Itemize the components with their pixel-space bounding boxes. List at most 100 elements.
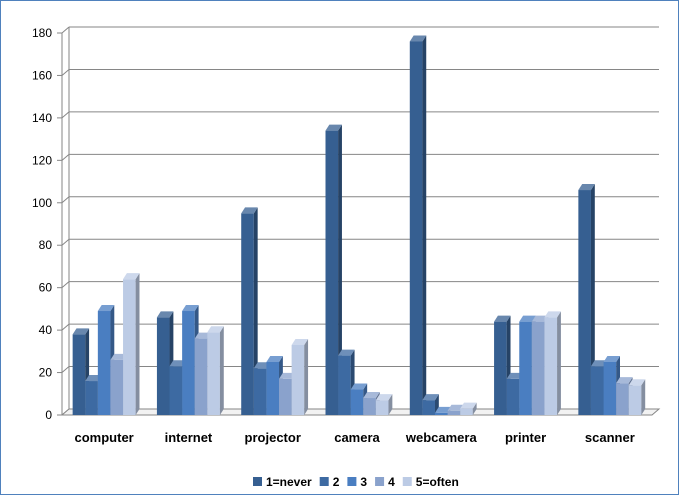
y-tick-label: 100 (32, 196, 52, 210)
bar-top (291, 338, 309, 345)
legend-item: 2 (319, 475, 340, 489)
bar-top (241, 207, 258, 214)
bar-side (219, 326, 224, 415)
bar (375, 394, 393, 415)
bar-side (304, 338, 309, 415)
bar-front (590, 366, 604, 415)
legend-swatch (375, 477, 385, 486)
bar-top (494, 315, 511, 322)
bar-top (182, 305, 199, 312)
y-tick-label: 120 (32, 153, 52, 167)
bar-top (72, 328, 90, 335)
bar-front (110, 359, 124, 415)
bar-front (460, 408, 473, 415)
y-tick-label: 140 (32, 111, 52, 125)
y-tick-label: 60 (39, 281, 53, 295)
bar-side (422, 35, 427, 415)
legend-item: 1=never (253, 475, 312, 489)
x-category-label: webcamera (405, 430, 478, 445)
bar-front (578, 190, 591, 415)
bar-top (123, 273, 140, 280)
bar (628, 379, 646, 415)
bar (207, 326, 224, 415)
bar-top (628, 379, 646, 386)
gridline-y-side (61, 366, 70, 373)
bar-front (447, 410, 461, 415)
bar-front (375, 400, 389, 415)
bar-front (338, 355, 351, 415)
legend-swatch (347, 477, 357, 486)
y-axis: 0 20 40 60 80 100 120 140 160 180 (32, 26, 63, 422)
bar-side (253, 207, 258, 415)
bar-front (506, 378, 520, 415)
bar-front (628, 385, 642, 415)
bar-front (325, 130, 339, 415)
legend-item: 4 (375, 475, 395, 489)
bar-front (422, 400, 435, 415)
bar-front (169, 366, 183, 415)
legend-label: 2 (333, 475, 340, 489)
x-category-label: printer (505, 430, 546, 445)
bar-front (85, 381, 98, 415)
bar-top (279, 372, 296, 379)
bar-top (590, 360, 608, 367)
bar-front (291, 344, 305, 415)
bar (544, 311, 561, 415)
gridline-y-side (61, 111, 70, 119)
bar-side (388, 394, 393, 415)
legend-label: 4 (388, 475, 395, 489)
bar-front (434, 412, 448, 415)
bar (409, 35, 427, 415)
x-axis: computer internet projector camera webcamera… (75, 430, 635, 445)
bar-side (338, 124, 342, 415)
bar-side (641, 379, 646, 415)
gridline-y-side (61, 153, 70, 161)
legend-item: 3 (347, 475, 367, 489)
bar-front (123, 279, 136, 415)
bar-front (363, 398, 376, 415)
gridline-y-side (61, 26, 70, 34)
y-tick-label: 0 (45, 408, 52, 422)
bar-top (447, 404, 465, 411)
legend: 1=never 2 3 4 5=often (253, 475, 459, 489)
bar (241, 207, 258, 415)
gridline-y-side (61, 281, 70, 289)
bar-front (156, 317, 170, 415)
bar-top (207, 326, 224, 333)
bar-top (578, 184, 595, 191)
legend-label: 3 (360, 475, 367, 489)
gridline-y-side (61, 238, 70, 246)
bar-top (519, 315, 536, 322)
y-tick-label: 20 (39, 366, 53, 380)
bar-top (531, 315, 549, 322)
bar-top (266, 355, 283, 362)
bar-side (472, 402, 477, 415)
bar-top (422, 394, 439, 401)
bar (325, 124, 342, 415)
y-tick-label: 80 (39, 238, 53, 252)
x-category-label: camera (334, 430, 380, 445)
bar-front (494, 321, 507, 415)
bar-front (544, 317, 558, 415)
bar-top (460, 402, 477, 409)
bar-top (375, 394, 393, 401)
gridlines (61, 26, 659, 416)
bar-top (194, 332, 212, 339)
bar-front (72, 334, 86, 415)
gridline-y-side (61, 323, 70, 331)
bar-top (253, 362, 271, 369)
legend-swatch (402, 477, 412, 486)
bar-top (603, 355, 621, 362)
bar-side (135, 273, 140, 415)
legend-swatch (253, 477, 262, 486)
bar (460, 402, 477, 415)
bar-top (506, 372, 524, 379)
bar-top (338, 349, 355, 356)
x-category-label: computer (75, 430, 134, 445)
bar-side (590, 184, 595, 415)
bar-top (156, 311, 174, 318)
bar (123, 273, 140, 415)
bar-front (279, 378, 292, 415)
bar-top (350, 383, 368, 390)
